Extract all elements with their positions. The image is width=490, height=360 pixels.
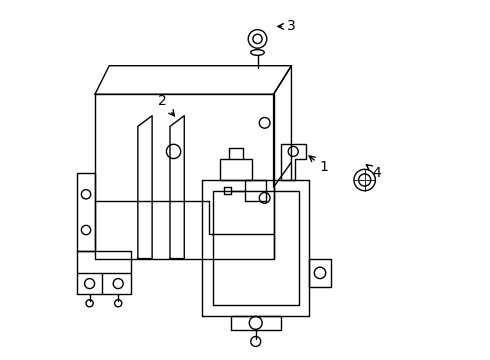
Text: 4: 4 — [367, 165, 382, 180]
Text: 1: 1 — [309, 156, 328, 175]
Text: 3: 3 — [278, 19, 296, 33]
Text: 2: 2 — [158, 94, 174, 116]
